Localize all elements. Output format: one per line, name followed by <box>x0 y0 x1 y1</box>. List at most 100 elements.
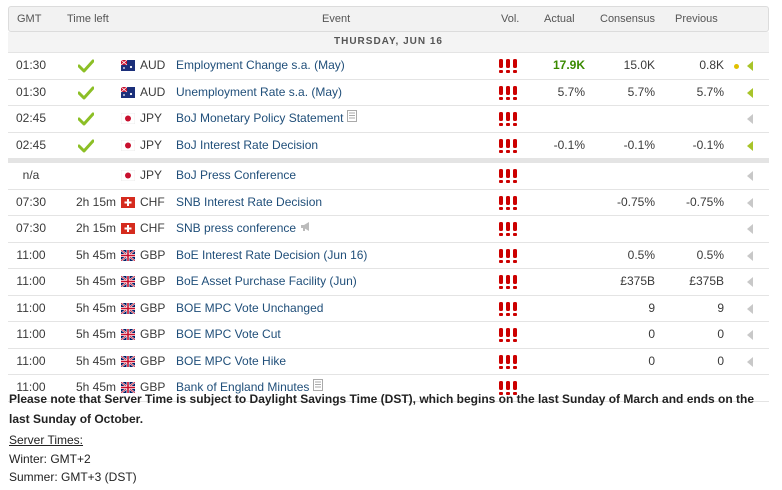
dst-note: Please note that Server Time is subject … <box>9 392 755 426</box>
event-time: 02:45 <box>15 111 47 125</box>
event-row[interactable]: 11:00 5h 45m GBP BoE Interest Rate Decision… <box>8 243 769 269</box>
high-volatility-icon <box>497 111 519 127</box>
events-list: 01:30 AUD Employment Change s.a. (May) 17.9… <box>8 53 769 402</box>
event-actual: 17.9K <box>552 58 585 72</box>
event-row[interactable]: 01:30 AUD Employment Change s.a. (May) 17.9… <box>8 53 769 80</box>
event-row[interactable]: 07:30 2h 15m CHF SNB press conference <box>8 216 769 243</box>
expand-arrow-icon[interactable] <box>747 171 753 181</box>
expand-arrow-icon[interactable] <box>747 356 753 367</box>
event-name-link[interactable]: BoE Asset Purchase Facility (Jun) <box>176 269 357 294</box>
expand-arrow-icon[interactable] <box>747 224 753 234</box>
event-name: BoE Interest Rate Decision (Jun 16) <box>176 247 368 262</box>
event-previous: -0.75% <box>685 194 724 209</box>
event-name-link[interactable]: BoJ Press Conference <box>176 163 296 188</box>
event-row[interactable]: 07:30 2h 15m CHF SNB Interest Rate Decision… <box>8 190 769 216</box>
event-time-left: 5h 45m <box>75 327 116 341</box>
event-name-link[interactable]: BOE MPC Vote Cut <box>176 322 281 347</box>
event-time: 01:30 <box>15 84 47 99</box>
expand-arrow-icon[interactable] <box>747 61 753 71</box>
megaphone-icon[interactable] <box>300 216 312 241</box>
expand-arrow-icon[interactable] <box>747 87 753 98</box>
high-volatility-icon <box>497 221 519 237</box>
event-row[interactable]: 11:00 5h 45m GBP BOE MPC Vote Hike 0 0 <box>8 349 769 375</box>
event-name-link[interactable]: SNB press conference <box>176 216 312 241</box>
expand-arrow-icon[interactable] <box>747 140 753 151</box>
event-currency: JPY <box>140 168 163 182</box>
event-row[interactable]: n/a JPY BoJ Press Conference <box>8 159 769 190</box>
event-previous: 0.8K <box>699 58 724 72</box>
event-name: BoJ Press Conference <box>176 168 297 182</box>
event-name-link[interactable]: BOE MPC Vote Hike <box>176 349 286 374</box>
event-row[interactable]: 02:45 JPY BoJ Monetary Policy Statement <box>8 106 769 133</box>
flag-icon <box>120 86 135 98</box>
event-name-link[interactable]: Bank of England Minutes <box>176 375 324 400</box>
server-times-summer: Summer: GMT+3 (DST) <box>9 470 137 484</box>
event-previous: £375B <box>689 274 724 288</box>
flag-icon <box>121 223 135 234</box>
expand-arrow-icon[interactable] <box>747 250 753 261</box>
event-time: 01:30 <box>15 58 47 72</box>
document-icon[interactable] <box>313 375 324 400</box>
expand-arrow-icon[interactable] <box>747 114 753 124</box>
status-dot-icon <box>734 64 739 69</box>
event-actual: -0.1% <box>553 137 585 152</box>
event-currency: GBP <box>140 353 166 368</box>
expand-arrow-icon[interactable] <box>747 303 753 314</box>
event-row[interactable]: 11:00 5h 45m GBP BOE MPC Vote Cut 0 0 <box>8 322 769 349</box>
high-volatility-icon <box>497 274 519 290</box>
event-name: BOE MPC Vote Hike <box>176 353 287 368</box>
event-name-link[interactable]: Employment Change s.a. (May) <box>176 53 345 78</box>
header-time-left: Time left <box>67 13 109 25</box>
event-actual: 5.7% <box>557 84 585 99</box>
event-name: SNB Interest Rate Decision <box>176 194 323 209</box>
high-volatility-icon <box>497 138 519 154</box>
event-name-link[interactable]: BoJ Interest Rate Decision <box>176 133 318 158</box>
flag-icon <box>120 59 135 71</box>
event-name: BOE MPC Vote Unchanged <box>176 300 324 315</box>
economic-calendar: GMT Time left Event Vol. Actual Consensu… <box>8 6 769 402</box>
event-consensus: -0.75% <box>616 194 655 209</box>
event-consensus: 15.0K <box>623 58 655 72</box>
event-currency: GBP <box>140 247 166 262</box>
high-volatility-icon <box>497 248 519 264</box>
event-previous: 0 <box>717 327 724 341</box>
high-volatility-icon <box>497 301 519 317</box>
event-name-link[interactable]: SNB Interest Rate Decision <box>176 190 322 215</box>
server-times-winter: Winter: GMT+2 <box>9 452 91 466</box>
header-event: Event <box>322 13 351 25</box>
event-currency: CHF <box>140 194 165 209</box>
event-previous: 5.7% <box>696 84 724 99</box>
high-volatility-icon <box>497 85 519 101</box>
event-time: 11:00 <box>16 300 46 315</box>
flag-icon <box>121 196 135 208</box>
expand-arrow-icon[interactable] <box>747 330 753 340</box>
event-name-link[interactable]: BOE MPC Vote Unchanged <box>176 296 323 321</box>
expand-arrow-icon[interactable] <box>747 197 753 208</box>
header-vol: Vol. <box>501 13 520 25</box>
high-volatility-icon <box>497 327 519 343</box>
flag-icon <box>120 354 136 368</box>
event-name-link[interactable]: BoJ Monetary Policy Statement <box>176 106 358 131</box>
event-name-link[interactable]: Unemployment Rate s.a. (May) <box>176 80 342 105</box>
event-time: 07:30 <box>15 194 47 209</box>
event-name: Bank of England Minutes <box>176 380 310 394</box>
document-icon[interactable] <box>347 106 358 131</box>
event-name-link[interactable]: BoE Interest Rate Decision (Jun 16) <box>176 243 367 268</box>
event-row[interactable]: 01:30 AUD Unemployment Rate s.a. (May) 5.7%… <box>8 80 769 106</box>
event-row[interactable]: 11:00 5h 45m GBP BOE MPC Vote Unchanged 9 9 <box>8 296 769 322</box>
high-volatility-icon <box>497 380 519 396</box>
event-previous: 0 <box>717 353 724 368</box>
expand-arrow-icon[interactable] <box>747 277 753 287</box>
calendar-header: GMT Time left Event Vol. Actual Consensu… <box>8 6 769 32</box>
high-volatility-icon <box>497 354 519 370</box>
event-previous: 9 <box>717 300 724 315</box>
event-row[interactable]: 11:00 5h 45m GBP BoE Asset Purchase Facilit… <box>8 269 769 296</box>
event-row[interactable]: 02:45 JPY BoJ Interest Rate Decision -0.1% -… <box>8 133 769 159</box>
event-time: 11:00 <box>16 247 46 262</box>
header-actual: Actual <box>544 13 575 25</box>
server-times-title: Server Times: <box>9 433 84 447</box>
event-row[interactable]: 11:00 5h 45m GBP Bank of England Minutes <box>8 375 769 402</box>
flag-icon <box>120 248 136 262</box>
event-time-left: 5h 45m <box>75 353 116 368</box>
event-name: BoE Asset Purchase Facility (Jun) <box>176 274 357 288</box>
